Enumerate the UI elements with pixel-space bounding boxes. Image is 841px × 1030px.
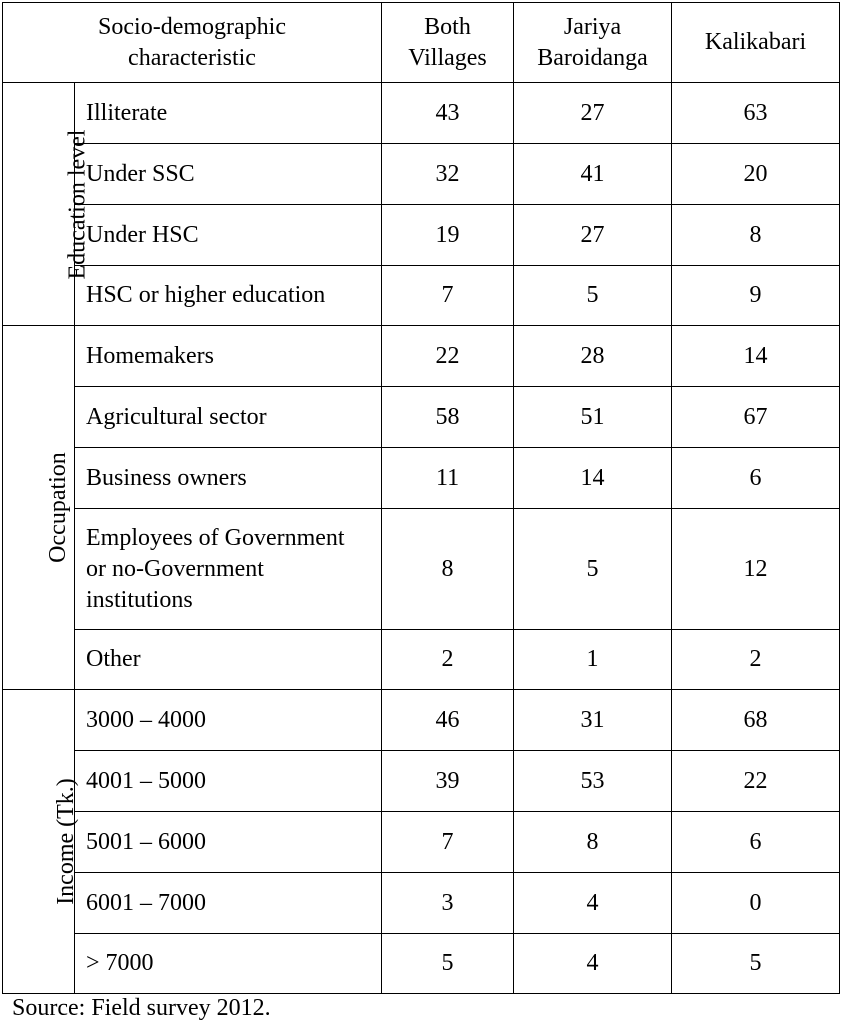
cell-kalikabari: 67 bbox=[671, 386, 841, 448]
cell-both: 7 bbox=[381, 811, 515, 873]
header-kalikabari: Kalikabari bbox=[671, 2, 841, 83]
cell-both: 3 bbox=[381, 872, 515, 934]
row-label: Homemakers bbox=[73, 325, 383, 387]
table-row: Under HSC 19 27 8 bbox=[3, 204, 841, 266]
cell-both: 19 bbox=[381, 204, 515, 266]
cell-both: 7 bbox=[381, 265, 515, 326]
header-jariya-baroidanga: Jariya Baroidanga bbox=[513, 2, 673, 83]
cell-jariya: 41 bbox=[513, 143, 673, 205]
cell-both: 11 bbox=[381, 447, 515, 509]
cell-kalikabari: 14 bbox=[671, 325, 841, 387]
cell-kalikabari: 2 bbox=[671, 629, 841, 690]
group-education-level: Education level bbox=[2, 82, 90, 326]
table-row: Under SSC 32 41 20 bbox=[3, 143, 841, 205]
cell-both: 32 bbox=[381, 143, 515, 205]
cell-jariya: 5 bbox=[513, 508, 673, 630]
group-occupation: Occupation bbox=[2, 325, 75, 690]
group-income: Income (Tk.) bbox=[2, 689, 79, 994]
row-label: 5001 – 6000 bbox=[73, 811, 383, 873]
cell-both: 2 bbox=[381, 629, 515, 690]
group-label: Income (Tk.) bbox=[52, 778, 79, 905]
row-label: Under HSC bbox=[73, 204, 383, 266]
cell-kalikabari: 63 bbox=[671, 82, 841, 144]
cell-both: 8 bbox=[381, 508, 515, 630]
cell-jariya: 27 bbox=[513, 204, 673, 266]
table-row: Occupation Homemakers 22 28 14 bbox=[2, 325, 841, 690]
cell-jariya: 5 bbox=[513, 265, 673, 326]
cell-both: 5 bbox=[381, 933, 515, 994]
row-label: Other bbox=[73, 629, 383, 690]
cell-kalikabari: 6 bbox=[671, 811, 841, 873]
cell-jariya: 4 bbox=[513, 933, 673, 994]
table-row: 4001 – 5000 39 53 22 bbox=[3, 750, 841, 812]
cell-jariya: 14 bbox=[513, 447, 673, 509]
cell-both: 22 bbox=[381, 325, 515, 387]
table-row: Other 2 1 2 bbox=[3, 629, 841, 690]
table-row: Income (Tk.) 3000 – 4000 46 31 68 bbox=[2, 689, 841, 994]
header-both-villages: Both Villages bbox=[381, 2, 515, 83]
cell-both: 43 bbox=[381, 82, 515, 144]
table-row: Employees of Government or no-Government… bbox=[3, 508, 841, 630]
table-row: 5001 – 6000 7 8 6 bbox=[3, 811, 841, 873]
cell-jariya: 1 bbox=[513, 629, 673, 690]
cell-kalikabari: 0 bbox=[671, 872, 841, 934]
table-row: Agricultural sector 58 51 67 bbox=[3, 386, 841, 448]
cell-jariya: 51 bbox=[513, 386, 673, 448]
cell-both: 39 bbox=[381, 750, 515, 812]
row-label: 4001 – 5000 bbox=[73, 750, 383, 812]
header-row: Socio-demographic characteristic Both Vi… bbox=[1, 2, 841, 83]
table-row: 6001 – 7000 3 4 0 bbox=[3, 872, 841, 934]
row-label: > 7000 bbox=[73, 933, 383, 994]
row-label: Employees of Government or no-Government… bbox=[73, 508, 383, 630]
cell-kalikabari: 8 bbox=[671, 204, 841, 266]
cell-kalikabari: 12 bbox=[671, 508, 841, 630]
cell-kalikabari: 22 bbox=[671, 750, 841, 812]
table-row: Education level Illiterate 43 27 63 bbox=[2, 82, 841, 326]
cell-jariya: 28 bbox=[513, 325, 673, 387]
table-row: Business owners 11 14 6 bbox=[3, 447, 841, 509]
row-label: Under SSC bbox=[73, 143, 383, 205]
cell-kalikabari: 6 bbox=[671, 447, 841, 509]
cell-kalikabari: 9 bbox=[671, 265, 841, 326]
table-row: > 7000 5 4 5 bbox=[3, 933, 841, 994]
table-row: HSC or higher education 7 5 9 bbox=[3, 265, 841, 326]
row-label: 3000 – 4000 bbox=[73, 689, 383, 751]
cell-kalikabari: 68 bbox=[671, 689, 841, 751]
cell-kalikabari: 5 bbox=[671, 933, 841, 994]
cell-kalikabari: 20 bbox=[671, 143, 841, 205]
row-label: Agricultural sector bbox=[73, 386, 383, 448]
row-label: Illiterate bbox=[73, 82, 383, 144]
group-label: Education level bbox=[64, 129, 91, 279]
cell-jariya: 8 bbox=[513, 811, 673, 873]
cell-both: 46 bbox=[381, 689, 515, 751]
cell-jariya: 53 bbox=[513, 750, 673, 812]
row-label: Business owners bbox=[73, 447, 383, 509]
row-label: HSC or higher education bbox=[73, 265, 383, 326]
socio-demographic-table: Socio-demographic characteristic Both Vi… bbox=[1, 2, 841, 994]
cell-jariya: 4 bbox=[513, 872, 673, 934]
group-label: Occupation bbox=[44, 452, 71, 563]
source-note: Source: Field survey 2012. bbox=[12, 995, 271, 1021]
cell-jariya: 31 bbox=[513, 689, 673, 751]
cell-jariya: 27 bbox=[513, 82, 673, 144]
header-characteristic: Socio-demographic characteristic bbox=[1, 2, 383, 83]
cell-both: 58 bbox=[381, 386, 515, 448]
row-label: 6001 – 7000 bbox=[73, 872, 383, 934]
